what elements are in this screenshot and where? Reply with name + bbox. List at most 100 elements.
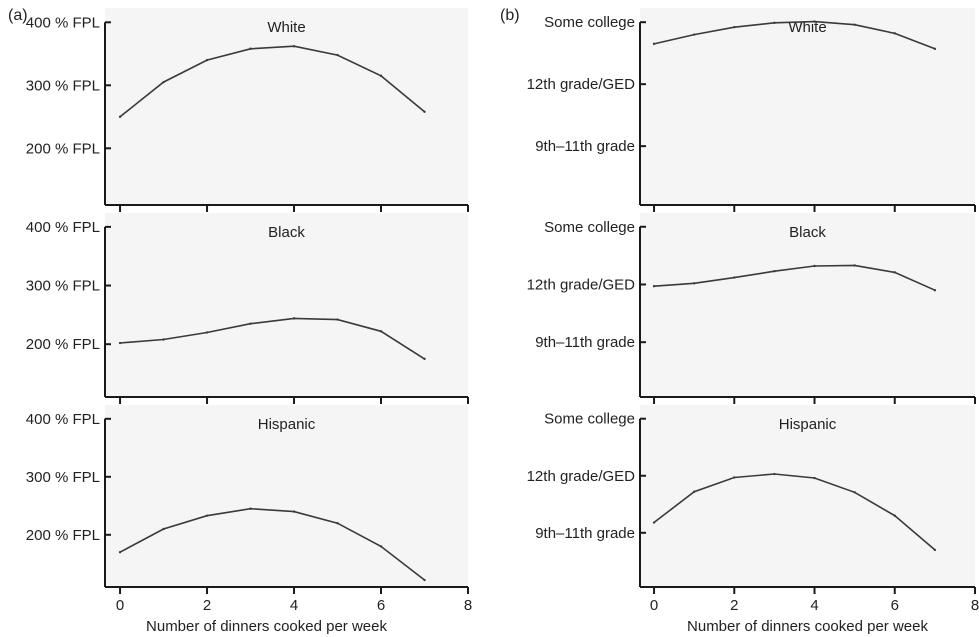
y-tick-label: 400 % FPL [26,219,100,236]
x-tick-label: 6 [891,597,899,614]
data-point [893,514,896,517]
data-point [773,270,776,273]
chart-panel-a-black: Black 200 % FPL 300 % FPL 400 % FPL [26,213,469,404]
panel-label-a: (a) [8,7,28,24]
panel-background [640,8,975,205]
data-point [423,110,426,113]
y-tick-label: 9th–11th grade [535,525,635,542]
data-point [336,318,339,321]
y-tick-label: Some college [544,219,635,236]
data-point [853,23,856,26]
chart-title: White [788,19,826,36]
data-point [813,264,816,268]
panel-background [640,213,975,397]
data-point [118,115,122,119]
y-tick-label: 12th grade/GED [527,76,636,93]
data-point [773,472,776,476]
data-point [205,331,209,334]
chart-panel-b-hispanic: Hispanic 9th–11th grade 12th grade/GED Some… [527,405,979,635]
data-point [933,289,937,292]
chart-panel-a-white: White 200 % FPL 300 % FPL 400 % FPL [26,8,469,212]
data-point [652,42,656,46]
y-tick-label: 9th–11th grade [535,334,635,351]
chart-panel-a-hispanic: Hispanic 200 % FPL 300 % FPL 400 % FPL 0 2 4 6 8… [26,405,472,635]
x-tick-label: 8 [971,597,979,614]
data-point [249,47,252,50]
y-tick-label: Some college [544,411,635,428]
chart-panel-b-black: Black 9th–11th grade 12th grade/GED Some co… [527,213,976,404]
data-point [162,80,165,84]
data-point [118,551,122,554]
y-tick-label: 400 % FPL [26,14,100,31]
data-point [652,521,656,524]
chart-title: Hispanic [779,416,837,433]
data-point [292,45,296,48]
x-tick-label: 0 [116,597,124,614]
panel-label-b: (b) [500,7,520,24]
x-tick-label: 4 [290,597,298,614]
x-tick-label: 4 [810,597,818,614]
y-tick-label: 400 % FPL [26,411,100,428]
data-point [853,264,856,267]
data-point [853,491,856,494]
panel-background [640,405,975,587]
data-point [379,545,383,548]
y-tick-label: 200 % FPL [26,527,100,544]
y-tick-label: 12th grade/GED [527,468,636,485]
data-point [933,47,937,51]
x-tick-label: 2 [730,597,738,614]
data-point [118,341,122,345]
chart-title: Black [268,224,305,241]
x-tick-label: 8 [464,597,472,614]
data-point [292,317,296,320]
data-point [249,507,252,510]
y-tick-label: 300 % FPL [26,469,100,486]
y-tick-label: 200 % FPL [26,336,100,353]
y-tick-label: 200 % FPL [26,140,100,157]
data-point [423,357,426,361]
data-point [813,476,816,480]
data-point [733,25,736,29]
y-tick-label: 9th–11th grade [535,138,635,155]
data-point [692,282,696,285]
data-point [205,58,209,62]
chart-title: Black [789,224,826,241]
panel-background [105,8,468,205]
data-point [933,548,937,552]
x-tick-label: 2 [203,597,211,614]
data-point [692,490,696,493]
series-line [653,473,936,551]
data-point [423,578,426,582]
series-line [653,264,936,291]
y-tick-label: 12th grade/GED [527,276,636,293]
data-point [336,522,339,525]
chart-panel-b-white: White 9th–11th grade 12th grade/GED Some co… [527,8,976,212]
data-point [292,510,296,513]
data-point [813,20,816,23]
data-point [733,476,736,479]
series-line [119,45,426,118]
data-point [379,330,383,333]
data-point [652,285,656,288]
data-point [893,271,896,274]
data-point [336,53,339,57]
data-point [379,74,383,78]
data-point [692,33,696,36]
data-point [162,527,165,531]
data-point [205,514,209,517]
x-axis-label: Number of dinners cooked per week [146,618,387,635]
data-point [893,32,896,35]
chart-title: White [267,19,305,36]
y-tick-label: 300 % FPL [26,278,100,295]
data-point [773,21,776,25]
x-axis-label: Number of dinners cooked per week [687,618,928,635]
x-tick-label: 0 [650,597,658,614]
data-point [162,338,165,341]
chart-title: Hispanic [258,416,316,433]
series-line [119,507,425,581]
data-point [733,276,736,279]
panel-background [105,405,468,587]
series-line [653,20,936,50]
y-tick-label: 300 % FPL [26,77,100,94]
